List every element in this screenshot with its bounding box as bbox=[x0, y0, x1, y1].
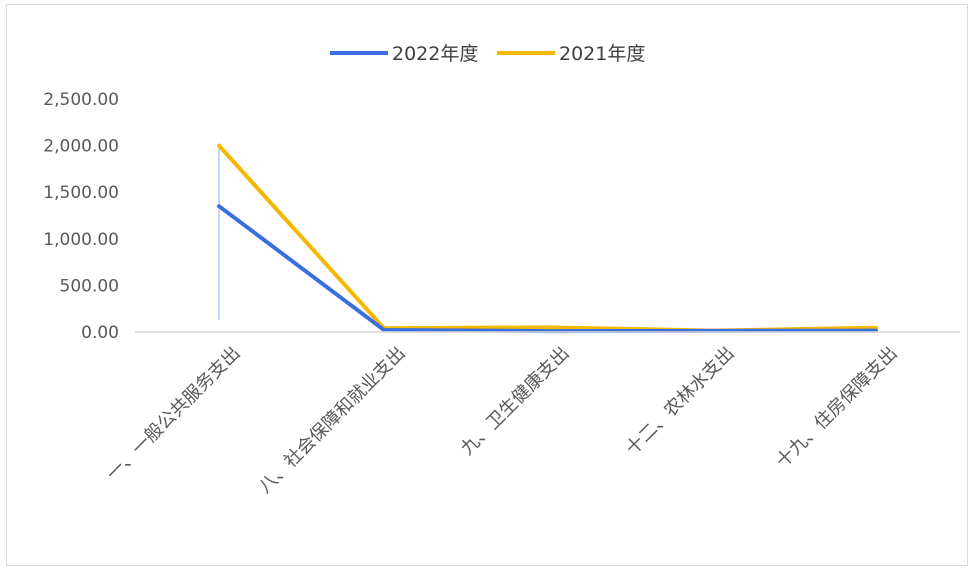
x-category-label: 十二、农林水支出 bbox=[622, 343, 739, 460]
x-axis: 一、一般公共服务支出 八、社会保障和就业支出 九、卫生健康支出 十二、农林水支出 十九、… bbox=[102, 331, 960, 498]
legend: 2022年度 2021年度 bbox=[330, 43, 645, 65]
series-line-2022年度 bbox=[217, 204, 878, 334]
y-tick-label: 500.00 bbox=[60, 276, 119, 296]
x-category-label: 九、卫生健康支出 bbox=[457, 343, 574, 460]
y-tick-label: 1,000.00 bbox=[43, 230, 119, 250]
x-category-label: 十九、住房保障支出 bbox=[772, 343, 901, 472]
y-tick-label: 2,000.00 bbox=[43, 137, 119, 157]
y-axis: 0.00 500.00 1,000.00 1,500.00 2,000.00 2,500.… bbox=[43, 90, 119, 343]
chart-frame bbox=[6, 4, 968, 566]
y-tick-label: 2,500.00 bbox=[43, 90, 119, 110]
legend-label: 2022年度 bbox=[392, 43, 478, 65]
x-category-label: 一、一般公共服务支出 bbox=[102, 343, 244, 485]
y-tick-label: 0.00 bbox=[81, 323, 119, 343]
x-category-label: 八、社会保障和就业支出 bbox=[255, 343, 410, 498]
plot-area bbox=[217, 143, 878, 334]
y-tick-label: 1,500.00 bbox=[43, 183, 119, 203]
series-line-2021年度 bbox=[217, 143, 878, 333]
legend-label: 2021年度 bbox=[559, 43, 645, 65]
